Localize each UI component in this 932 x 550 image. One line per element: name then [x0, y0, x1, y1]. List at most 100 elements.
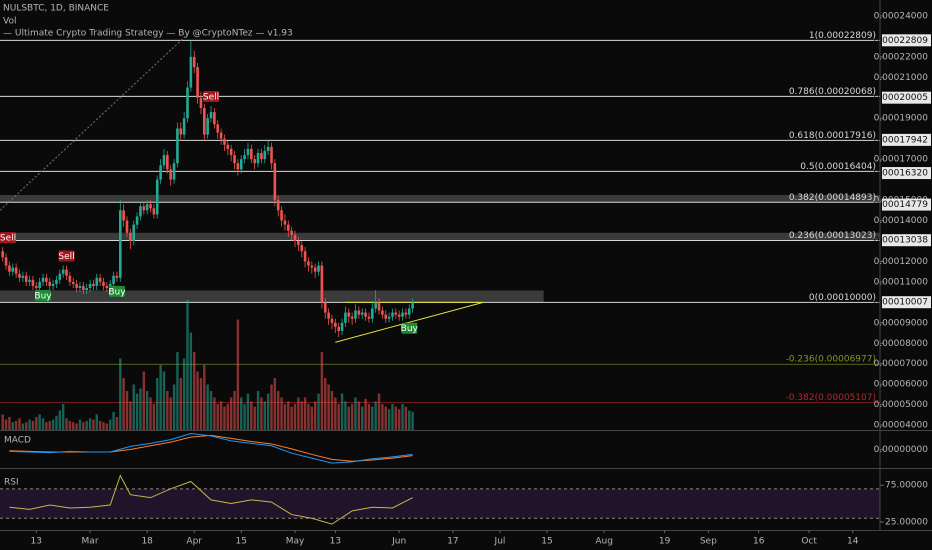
candle-body — [394, 312, 398, 315]
candle-body — [159, 165, 162, 180]
macd-line — [9, 432, 413, 464]
candle-body — [357, 310, 361, 315]
rsi-tick-label: 25.00000 — [885, 517, 928, 527]
x-tick-label: Aug — [595, 537, 613, 547]
volume-bar — [404, 406, 408, 430]
candle-body — [401, 312, 404, 317]
volume-bar — [4, 419, 8, 430]
y-tick-label: 0.00004000 — [874, 421, 929, 431]
y-tick-label: 0.00009000 — [874, 318, 929, 328]
x-tick-label: Sep — [700, 537, 717, 547]
volume-bar — [233, 391, 236, 430]
volume-bar — [256, 391, 260, 430]
price-badge-label: 0.00013038 — [874, 236, 929, 246]
candle-body — [4, 257, 8, 266]
candle-body — [166, 155, 169, 170]
signal-label: Buy — [34, 291, 52, 301]
candle-body — [307, 261, 310, 266]
x-tick-label: 15 — [541, 537, 552, 547]
volume-bar — [213, 397, 216, 430]
y-tick-label: 0.00024000 — [874, 11, 929, 21]
candle-body — [182, 118, 186, 135]
candle-body — [256, 153, 260, 164]
candle-body — [206, 118, 209, 135]
price-badge-label: 0.00017942 — [874, 135, 928, 145]
volume-bar — [88, 418, 92, 430]
volume-bar — [280, 397, 283, 430]
macd-label: MACD — [4, 436, 31, 446]
signal-badge — [401, 322, 418, 334]
candle-body — [92, 283, 95, 286]
candle-body — [209, 112, 213, 119]
signal-label: Buy — [401, 324, 419, 334]
volume-bar — [48, 420, 51, 430]
candle-body — [51, 283, 55, 286]
volume-bar — [216, 404, 219, 430]
candle-body — [297, 240, 300, 246]
volume-bar — [381, 404, 384, 430]
candle-body — [283, 220, 287, 225]
candle-body — [149, 204, 152, 209]
candle-body — [347, 312, 351, 317]
candle-body — [45, 277, 48, 282]
candle-body — [202, 108, 206, 135]
candle-body — [360, 312, 364, 315]
volume-bar — [297, 397, 300, 430]
volume-bar — [320, 352, 324, 430]
candle-body — [213, 112, 216, 125]
volume-bar — [330, 391, 334, 430]
candle-body — [407, 308, 411, 315]
volume-bar — [109, 419, 112, 430]
candle-body — [129, 232, 132, 241]
volume-bar — [58, 410, 62, 430]
signal-label: Sell — [203, 92, 219, 102]
volume-bar — [78, 419, 82, 430]
candle-body — [250, 148, 253, 160]
volume-bar — [142, 371, 146, 430]
candle-body — [260, 153, 263, 160]
volume-bar — [266, 393, 270, 430]
candle-body — [75, 283, 78, 289]
rsi-band — [0, 488, 880, 519]
candle-body — [11, 267, 15, 272]
candle-body — [286, 224, 290, 231]
x-tick-label: May — [286, 537, 305, 547]
volume-bar — [31, 420, 35, 430]
candle-body — [337, 326, 340, 331]
volume-bar — [199, 378, 203, 430]
y-tick-label: 0.00017000 — [874, 155, 929, 165]
price-badge-label: 0.00016320 — [874, 169, 929, 179]
candle-body — [367, 316, 371, 319]
candle-body — [82, 285, 85, 291]
volume-bar — [28, 419, 31, 430]
volume-bar — [132, 384, 135, 430]
candle-body — [320, 265, 324, 303]
signal-badge — [58, 250, 75, 262]
volume-bar — [300, 401, 303, 430]
candle-body — [152, 208, 156, 215]
volume-bar — [105, 423, 109, 430]
candle-body — [236, 163, 240, 170]
candle-body — [34, 285, 38, 289]
candle-body — [41, 277, 45, 282]
candle-body — [18, 273, 21, 278]
volume-bar — [327, 384, 330, 430]
volume-bar — [387, 409, 391, 430]
volume-bar — [61, 404, 65, 430]
signal-label: Sell — [58, 252, 74, 262]
volume-bar — [92, 419, 95, 430]
price-badge-label: 0.00020005 — [874, 93, 928, 103]
candle-body — [233, 155, 236, 164]
signal-label: Sell — [0, 234, 16, 244]
volume-bar — [82, 422, 85, 430]
volume-bar — [149, 397, 152, 430]
y-tick-label: 0.00022000 — [874, 52, 929, 62]
volume-bar — [156, 378, 159, 430]
volume-bar — [344, 401, 347, 430]
candle-body — [58, 273, 62, 280]
rsi-tick-label: 75.00000 — [885, 481, 928, 491]
candle-body — [196, 67, 199, 98]
fib-label: 0.786(0.00020068) — [789, 87, 876, 97]
volume-bar — [85, 420, 88, 430]
